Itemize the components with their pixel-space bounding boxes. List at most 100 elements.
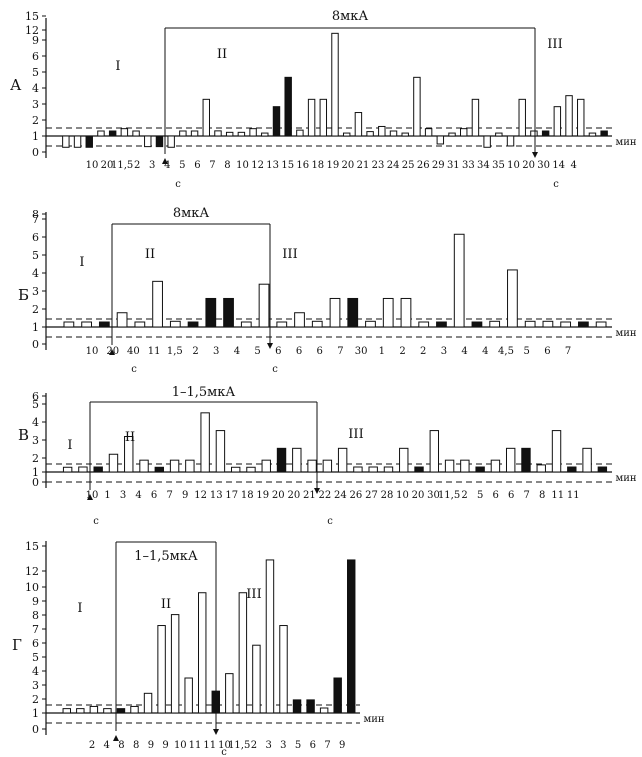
x-tick-label: 4 — [571, 160, 577, 171]
bar — [399, 447, 409, 473]
x-tick-label: 10 — [507, 160, 520, 171]
x-tick-label: 10 — [86, 346, 99, 357]
x-tick-label: 8 — [224, 160, 230, 171]
x-tick-label: 2 — [420, 346, 426, 357]
bar — [307, 98, 316, 137]
x-tick-label: 2 — [134, 160, 140, 171]
x-tick-label: 7 — [324, 740, 330, 751]
bar — [588, 132, 597, 137]
bar — [185, 459, 195, 473]
bar — [225, 673, 234, 714]
x-tick-label: 9 — [339, 740, 345, 751]
bar — [444, 459, 455, 473]
y-tick-label: 0 — [32, 338, 39, 351]
bar — [567, 466, 577, 473]
bar — [490, 459, 501, 473]
bar — [284, 76, 292, 137]
x-tick-label: 2 — [192, 346, 198, 357]
seconds-label: с — [553, 179, 559, 190]
bar — [436, 321, 447, 328]
bar — [471, 98, 480, 137]
bar — [97, 130, 105, 137]
bar — [169, 459, 180, 473]
bar — [215, 430, 226, 473]
bar — [258, 283, 270, 328]
phase-label: I — [115, 59, 120, 74]
bar — [460, 128, 468, 137]
y-tick-label: 0 — [32, 476, 39, 489]
x-tick-label: 9 — [182, 490, 188, 501]
bar — [261, 459, 271, 473]
y-tick-label: 4 — [32, 416, 39, 429]
x-tick-label: 6 — [275, 346, 281, 357]
y-tick-label: 7 — [32, 213, 39, 226]
bar — [448, 132, 456, 137]
stim-off-arrow — [213, 729, 219, 735]
stim-on-arrow — [113, 735, 119, 741]
bar — [507, 269, 518, 328]
x-tick-label: 1,5 — [167, 346, 183, 357]
x-tick-label: 12 — [194, 490, 207, 501]
seconds-label: с — [272, 364, 278, 375]
x-tick-label: 10 — [396, 490, 409, 501]
y-tick-label: 6 — [32, 50, 39, 63]
bar — [154, 466, 165, 473]
bar — [319, 98, 328, 137]
bar — [436, 135, 445, 145]
x-tick-label: 18 — [241, 490, 254, 501]
stim-off-arrow — [532, 152, 538, 158]
x-tick-label: 24 — [387, 160, 400, 171]
x-tick-label: 11 — [203, 740, 216, 751]
panel-letter: В — [18, 426, 29, 444]
y-tick-label: 1 — [32, 707, 39, 720]
x-tick-label: 21 — [303, 490, 316, 501]
x-tick-label: 7 — [524, 490, 530, 501]
bar — [319, 707, 329, 714]
bar — [354, 112, 363, 137]
bar — [73, 135, 82, 148]
stim-off-arrow — [314, 488, 320, 494]
phase-label: III — [246, 587, 261, 602]
bar — [184, 677, 193, 714]
bar — [306, 699, 315, 714]
bar — [170, 614, 180, 714]
bar — [600, 130, 608, 137]
x-tick-label: 4,5 — [498, 346, 514, 357]
bar — [155, 135, 164, 148]
y-tick-label: 1 — [32, 321, 39, 334]
bar — [237, 131, 246, 137]
x-tick-label: 20 — [287, 490, 300, 501]
unit-label: мин — [615, 137, 636, 148]
y-tick-label: 3 — [32, 285, 39, 298]
bar — [578, 321, 589, 328]
x-tick-label: 7 — [565, 346, 571, 357]
x-tick-label: 14 — [552, 160, 565, 171]
bar — [329, 297, 341, 328]
stimulus-label: 8мкА — [332, 9, 369, 24]
bar — [296, 129, 304, 137]
x-tick-label: 3 — [120, 490, 126, 501]
bar — [276, 447, 287, 473]
bar — [276, 321, 288, 328]
x-tick-label: 7 — [166, 490, 172, 501]
bar — [81, 321, 92, 328]
x-tick-label: 4 — [135, 490, 141, 501]
x-tick-label: 7 — [209, 160, 215, 171]
x-tick-label: 4 — [482, 346, 488, 357]
phase-label: I — [67, 438, 72, 453]
x-tick-label: 11 — [567, 490, 580, 501]
bar — [246, 466, 256, 473]
y-tick-label: 15 — [25, 540, 39, 553]
bar — [108, 130, 117, 137]
stim-on-arrow — [162, 158, 168, 164]
x-tick-label: 4 — [234, 346, 240, 357]
seconds-label: с — [93, 516, 99, 527]
bar — [506, 135, 515, 147]
bar — [597, 466, 608, 473]
y-tick-label: 8 — [32, 208, 39, 221]
x-tick-label: 2 — [461, 490, 467, 501]
x-tick-label: 6 — [492, 490, 498, 501]
phase-label: II — [217, 47, 227, 62]
